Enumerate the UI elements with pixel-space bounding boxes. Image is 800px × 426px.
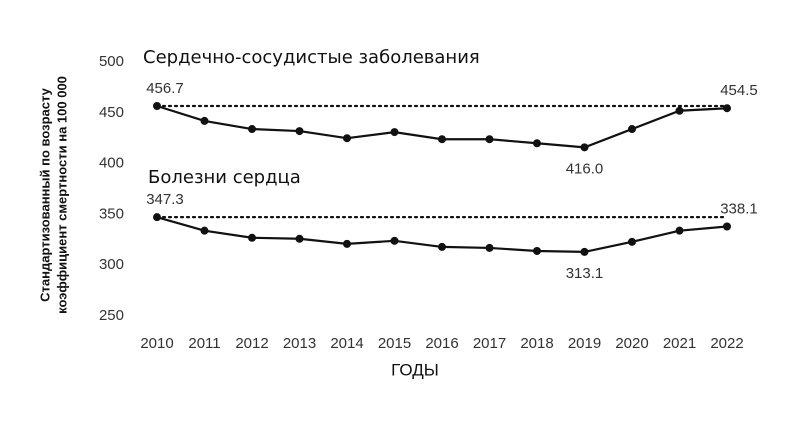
data-point: [628, 125, 636, 134]
value-label: 347.3: [146, 191, 184, 208]
x-tick-label: 2015: [378, 335, 411, 352]
y-axis-label-line: Стандартизованный по возрасту: [37, 87, 52, 302]
data-point: [295, 234, 304, 243]
series-label: Болезни сердца: [148, 167, 301, 188]
data-point: [153, 101, 161, 110]
x-tick-label: 2014: [330, 335, 363, 352]
y-axis-label: Стандартизованный по возрасту коэффициен…: [37, 76, 69, 314]
data-point: [248, 233, 256, 242]
data-point: [390, 128, 399, 137]
y-tick-label: 500: [99, 53, 124, 70]
data-point: [248, 125, 256, 134]
data-point: [200, 116, 209, 125]
x-tick-label: 2011: [188, 335, 220, 352]
y-tick-label: 350: [99, 205, 124, 222]
data-point: [485, 135, 494, 144]
data-point: [580, 247, 589, 256]
x-tick-label: 2017: [473, 335, 506, 352]
data-point: [485, 243, 494, 252]
value-label: 456.7: [146, 80, 184, 97]
x-tick-label: 2012: [235, 335, 268, 352]
x-tick-label: 2016: [425, 335, 458, 352]
data-point: [295, 127, 304, 136]
value-label: 454.5: [720, 82, 758, 99]
data-point: [533, 246, 541, 255]
y-tick-label: 450: [99, 104, 124, 121]
y-tick-label: 300: [99, 256, 124, 273]
data-point: [533, 139, 541, 148]
x-tick-label: 2010: [140, 335, 173, 352]
x-tick-label: 2013: [283, 335, 316, 352]
y-axis-label-line: коэффициент смертности на 100 000: [54, 76, 69, 314]
x-tick-label: 2020: [615, 335, 648, 352]
data-point: [390, 236, 399, 245]
y-tick-label: 250: [99, 307, 124, 324]
data-point: [675, 226, 684, 235]
x-axis-label: ГОДЫ: [391, 360, 439, 379]
data-point: [438, 135, 446, 144]
value-label: 338.1: [720, 200, 758, 217]
x-tick-label: 2019: [568, 335, 601, 352]
data-point: [628, 237, 636, 246]
series-label: Сердечно-сосудистые заболевания: [143, 47, 480, 68]
value-label: 416.0: [566, 160, 604, 177]
x-tick-label: 2018: [520, 335, 553, 352]
data-point: [200, 226, 209, 235]
value-label: 313.1: [566, 265, 604, 282]
data-point: [580, 143, 589, 152]
data-point: [723, 222, 731, 231]
data-point: [343, 239, 351, 248]
data-point: [343, 134, 351, 143]
data-point: [438, 242, 446, 251]
data-point: [153, 213, 161, 222]
x-tick-label: 2021: [663, 335, 696, 352]
x-tick-label: 2022: [710, 335, 743, 352]
y-tick-label: 400: [99, 155, 124, 172]
data-point: [723, 104, 731, 113]
data-point: [675, 106, 684, 115]
